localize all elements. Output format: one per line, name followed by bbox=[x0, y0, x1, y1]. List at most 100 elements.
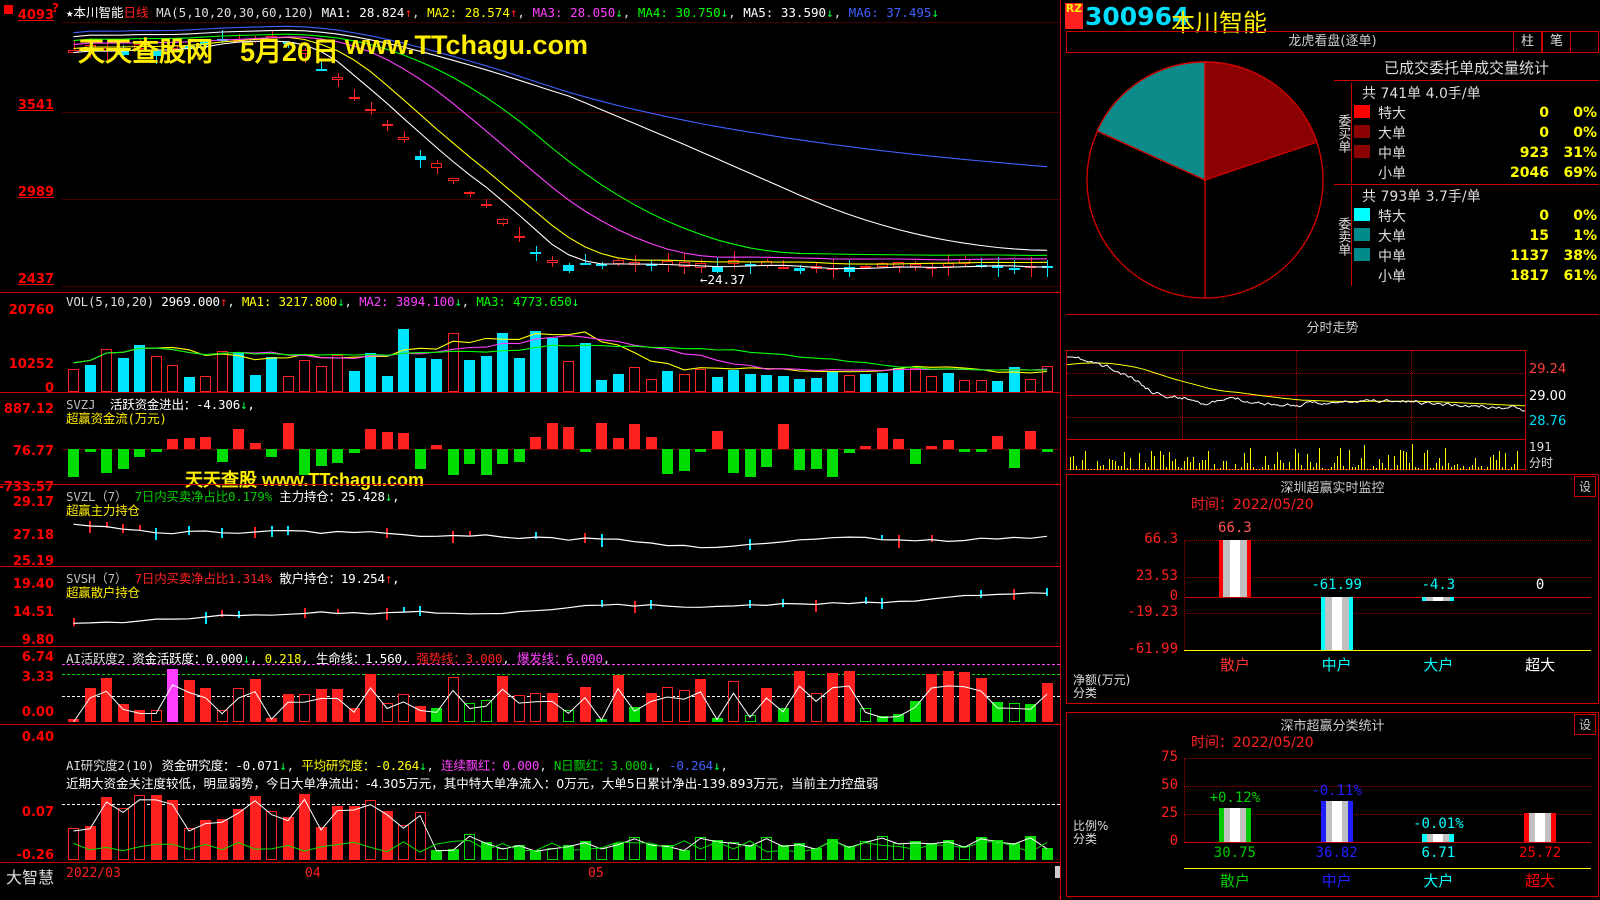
research-bar bbox=[645, 843, 657, 860]
ai-active-f3-label: 生命线： bbox=[315, 651, 366, 666]
order-color-swatch bbox=[1352, 163, 1376, 183]
volume-chart[interactable] bbox=[62, 310, 1060, 392]
moneyflow-bar bbox=[348, 449, 360, 453]
monitor-bar-chart[interactable]: 66.3 23.53 0 -19.23 -61.99 66.3 散户 -61.99 中户 -4.3… bbox=[1066, 510, 1599, 680]
order-color-swatch bbox=[1352, 246, 1376, 266]
candle-body bbox=[513, 236, 525, 239]
monitor-ylabel-text: 净额(万元) bbox=[1073, 673, 1131, 687]
class-value-label: 30.75 bbox=[1213, 845, 1256, 861]
volume-bar bbox=[612, 373, 624, 392]
volume-bar bbox=[926, 375, 937, 392]
research-bar bbox=[926, 842, 937, 860]
activity-bar bbox=[612, 674, 624, 722]
class-value-label: 25.72 bbox=[1519, 845, 1562, 861]
svsh-chart[interactable] bbox=[62, 578, 1060, 644]
intraday-volume-bar bbox=[1394, 456, 1396, 470]
moneyflow-bar bbox=[464, 449, 475, 465]
activity-bar bbox=[860, 708, 871, 722]
ai-active-f4: 3.000 bbox=[465, 651, 503, 666]
intraday-volume-bar bbox=[1187, 457, 1189, 470]
volume-bar bbox=[530, 331, 541, 392]
class-ytick: 50 bbox=[1161, 777, 1178, 793]
activity-bar bbox=[942, 670, 954, 722]
monitor-ytick: 0 bbox=[1169, 587, 1178, 604]
activity-bar bbox=[266, 717, 277, 722]
volume-bar bbox=[266, 356, 277, 392]
research-bar bbox=[348, 805, 360, 860]
kline-axis-label: 2437 bbox=[17, 272, 54, 287]
buy-group-label: 委买单 bbox=[1335, 113, 1351, 153]
intraday-volume-bar bbox=[1238, 468, 1240, 470]
activity-bar bbox=[101, 678, 112, 722]
indicator-marker bbox=[881, 534, 883, 541]
intraday-volume-bar bbox=[1124, 452, 1126, 470]
ai-activity-chart[interactable] bbox=[62, 660, 1060, 722]
tab-bar-view[interactable]: 柱 bbox=[1513, 31, 1542, 53]
research-bar bbox=[84, 826, 96, 860]
class-value-label: 36.82 bbox=[1315, 845, 1358, 861]
burst-line bbox=[62, 664, 1060, 665]
research-bar bbox=[860, 840, 871, 860]
classification-bar-chart[interactable]: 75 50 25 0 +0.12% 30.75 散户 -0.11% 36.82 中户 -0.01% 6… bbox=[1066, 748, 1599, 890]
activity-bar bbox=[414, 705, 426, 722]
intraday-volume-bar bbox=[1283, 462, 1285, 470]
moneyflow-bar bbox=[1025, 430, 1036, 450]
moneyflow-bar bbox=[959, 449, 970, 453]
volume-bar bbox=[876, 372, 888, 392]
order-row: 小单 2046 69% bbox=[1352, 163, 1599, 183]
tab-pen-view[interactable]: 笔 bbox=[1542, 31, 1571, 53]
intraday-volume-bar bbox=[1193, 456, 1195, 470]
volume-bar bbox=[629, 367, 640, 392]
kline-period[interactable]: 日线 bbox=[123, 5, 149, 20]
volume-bar bbox=[546, 338, 558, 392]
intraday-volume-bar bbox=[1331, 466, 1333, 470]
activity-bar bbox=[695, 679, 706, 722]
pie-slice-sell-mid bbox=[1096, 61, 1206, 182]
vol-ma2-value: 3894.100 bbox=[395, 294, 455, 309]
intraday-volume-bar bbox=[1217, 469, 1219, 470]
activity-bar bbox=[513, 695, 525, 722]
ai-research-chart[interactable] bbox=[62, 790, 1060, 860]
monitor-settings-button[interactable]: 设 bbox=[1574, 476, 1597, 497]
intraday-volume-bar bbox=[1340, 447, 1342, 470]
left-axis-column: 4093 3541 2989 2437 20760 10252 0 887.12… bbox=[0, 0, 62, 900]
vol-header: VOL(5,10,20) 2969.000↑, MA1: 3217.800↓, … bbox=[66, 294, 579, 309]
intraday-volume-bar bbox=[1208, 451, 1210, 470]
intraday-volume-bar bbox=[1427, 449, 1429, 470]
kline-ma-item: MA6: 37.495↓ bbox=[848, 5, 939, 20]
activity-bar bbox=[662, 686, 673, 722]
pane-divider bbox=[0, 646, 1060, 647]
svzl-chart[interactable] bbox=[62, 496, 1060, 564]
intraday-chart[interactable] bbox=[1066, 350, 1526, 470]
volume-bar bbox=[84, 364, 96, 392]
volume-bar bbox=[992, 381, 1003, 392]
intraday-volume-bar bbox=[1487, 466, 1489, 470]
intraday-volume-bar bbox=[1499, 451, 1501, 470]
svzj-chart[interactable] bbox=[62, 404, 1060, 482]
svsh-pos-label: 散户持仓： bbox=[279, 571, 341, 586]
order-category: 特大 bbox=[1378, 209, 1406, 225]
volume-bar bbox=[348, 371, 360, 392]
monitor-bar-core bbox=[1433, 596, 1444, 601]
activity-bar bbox=[1008, 702, 1020, 722]
indicator-marker bbox=[1046, 588, 1048, 596]
stock-code[interactable]: 300964 bbox=[1085, 2, 1190, 31]
gridline bbox=[1184, 540, 1591, 541]
volume-bar bbox=[942, 372, 954, 392]
buy-summary: 共 741单 4.0手/单 bbox=[1362, 86, 1481, 102]
volume-bar bbox=[744, 374, 756, 392]
intraday-volume-bar bbox=[1322, 467, 1324, 470]
class-value-label: 6.71 bbox=[1421, 845, 1456, 861]
intraday-volume-bar bbox=[1445, 448, 1447, 470]
vol-ma3-label: MA3: bbox=[476, 294, 506, 309]
moneyflow-bar bbox=[893, 438, 904, 450]
classification-ylabel-text: 比例% bbox=[1073, 819, 1109, 833]
activity-bar bbox=[480, 699, 492, 722]
order-color-swatch bbox=[1352, 266, 1376, 286]
classification-settings-button[interactable]: 设 bbox=[1574, 714, 1597, 735]
moneyflow-bar bbox=[84, 449, 96, 453]
intraday-volume-bar bbox=[1382, 462, 1384, 470]
intraday-volume-bar bbox=[1256, 469, 1258, 470]
activity-bar bbox=[563, 709, 574, 722]
stock-name[interactable]: 本川智能 bbox=[1171, 9, 1267, 37]
